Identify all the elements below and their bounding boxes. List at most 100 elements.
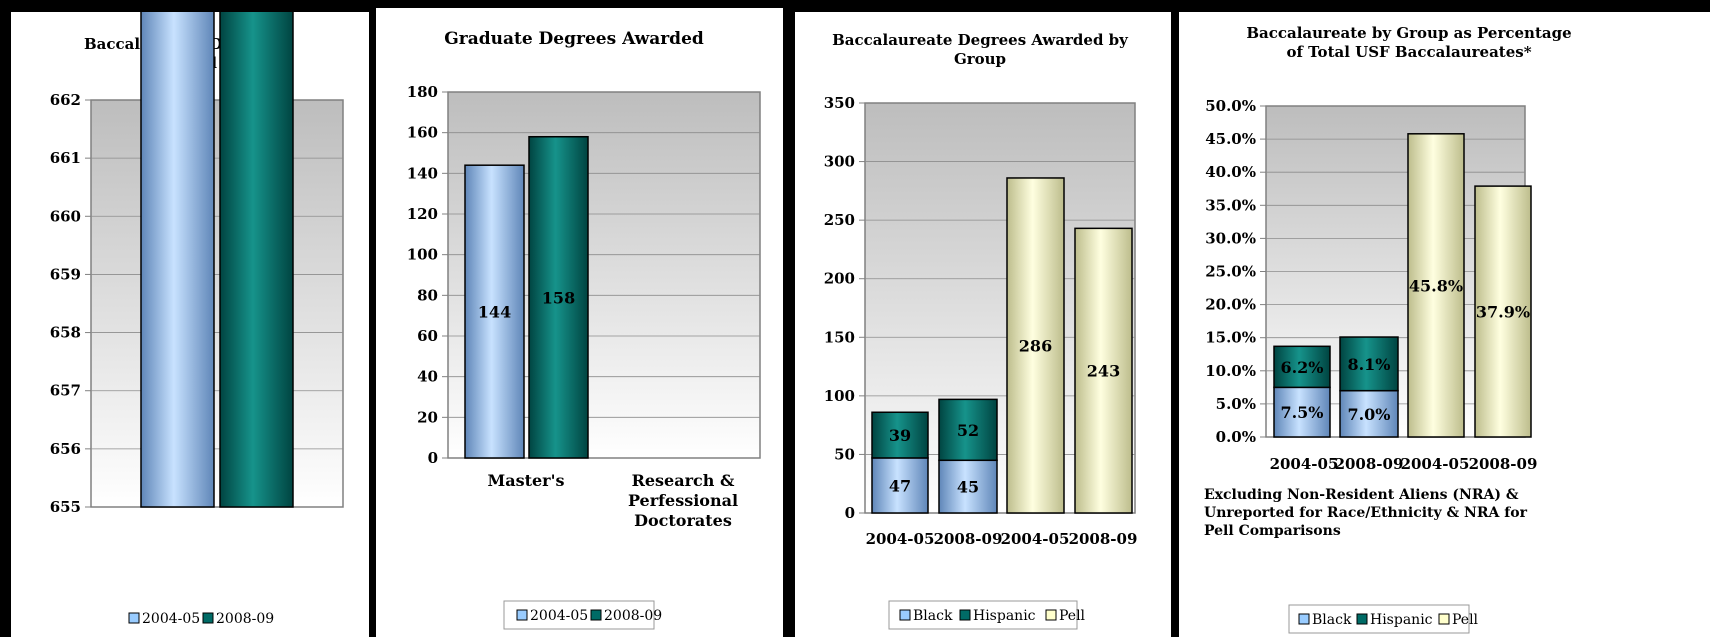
y-tick-label: 20.0% (1205, 296, 1256, 314)
y-tick-label: 661 (50, 149, 81, 167)
y-tick-label: 0.0% (1216, 428, 1256, 446)
y-tick-label: 15.0% (1205, 329, 1256, 347)
chart-title-line: Graduate Degrees Awarded (444, 29, 704, 49)
legend-label: 2004-05 (530, 608, 588, 624)
y-tick-label: 40 (417, 368, 438, 386)
y-tick-label: 660 (50, 207, 81, 225)
data-label: 158 (542, 288, 575, 307)
data-label: 8.1% (1347, 355, 1390, 374)
x-tick-label: 2004-05 (1270, 455, 1339, 473)
y-tick-label: 0 (845, 504, 855, 522)
chart-note-line: Pell Comparisons (1204, 523, 1341, 539)
x-tick-label: 2008-09 (1469, 455, 1538, 473)
y-tick-label: 140 (407, 164, 438, 182)
y-tick-label: 250 (824, 211, 855, 229)
chart-title-line: Group (954, 50, 1006, 68)
legend-swatch (1356, 613, 1368, 625)
y-tick-label: 655 (50, 498, 81, 516)
y-tick-label: 30.0% (1205, 229, 1256, 247)
x-tick-label: 2004-05 (1001, 530, 1070, 548)
bar-black (871, 457, 929, 514)
legend-swatch (1045, 609, 1057, 621)
x-tick-label: 2004-05 (866, 530, 935, 548)
x-tick-label: 2004-05 (1401, 455, 1470, 473)
panel-percentage: Baccalaureate by Group as Percentage of T… (1179, 12, 1710, 637)
bar-pell (1407, 133, 1465, 438)
y-tick-label: 180 (407, 83, 438, 101)
bar-2004-05 (464, 164, 525, 459)
x-tick-label: Master's (488, 471, 565, 490)
data-label: 45 (957, 478, 979, 497)
y-tick-label: 25.0% (1205, 263, 1256, 281)
chart-note-line: Unreported for Race/Ethnicity & NRA for (1204, 505, 1528, 521)
data-label: 286 (1019, 336, 1052, 355)
x-tick-label: 2008-09 (1069, 530, 1138, 548)
legend-label: 2008-09 (216, 611, 274, 627)
legend-swatch (959, 609, 971, 621)
bar-hispanic (938, 398, 998, 462)
bar-hispanic (871, 411, 929, 459)
y-tick-label: 100 (407, 246, 438, 264)
x-tick-label: 2008-09 (1335, 455, 1404, 473)
y-tick-label: 35.0% (1205, 196, 1256, 214)
chart-title-line: of Total USF Baccalaureates* (1286, 43, 1531, 61)
y-tick-label: 45.0% (1205, 130, 1256, 148)
y-tick-label: 0 (428, 449, 438, 467)
data-label: 7.0% (1347, 405, 1390, 424)
legend-swatch (1438, 613, 1450, 625)
y-tick-label: 40.0% (1205, 163, 1256, 181)
data-label: 7.5% (1280, 403, 1323, 422)
y-tick-label: 60 (417, 327, 438, 345)
chart-graduate: Graduate Degrees Awarded 180 160 140 120 100 8… (407, 29, 761, 630)
bar-pell (1006, 177, 1065, 514)
y-tick-label: 50.0% (1205, 97, 1256, 115)
legend-label: Black (913, 608, 953, 624)
legend-label: Pell (1452, 612, 1479, 628)
y-tick-label: 150 (824, 328, 855, 346)
legend-swatch (128, 612, 140, 624)
legend-label: Black (1312, 612, 1352, 628)
y-tick-label: 658 (50, 324, 81, 342)
y-tick-label: 657 (50, 382, 81, 400)
legend-label: Pell (1059, 608, 1086, 624)
y-tick-label: 300 (824, 153, 855, 171)
chart-note-line: Excluding Non-Resident Aliens (NRA) & (1204, 487, 1519, 503)
y-tick-label: 50 (834, 445, 855, 463)
x-tick-label: Research & (632, 471, 735, 490)
plot-area (90, 99, 344, 508)
y-tick-label: 200 (824, 270, 855, 288)
y-tick-label: 80 (417, 286, 438, 304)
chart-title-line: Baccalaureate Degrees Awarded by (832, 31, 1129, 49)
x-tick-label: 2008-09 (934, 530, 1003, 548)
legend-swatch (1298, 613, 1310, 625)
legend-label: 2008-09 (604, 608, 662, 624)
data-label: 243 (1087, 362, 1120, 381)
legend-swatch (590, 609, 602, 621)
panel-baccalaureate: Baccalaureate DegreesAwarded662661660659… (11, 12, 369, 637)
legend-swatch (202, 612, 214, 624)
panel-by-group: Baccalaureate Degrees Awarded by Group 350… (795, 12, 1171, 637)
bar-hispanic (1273, 345, 1331, 389)
bar-2008-09 (219, 12, 294, 508)
panel-graduate: Graduate Degrees Awarded 180 160 140 120 100 8… (376, 8, 783, 637)
x-tick-label: Doctorates (634, 511, 732, 530)
x-tick-label: Perfessional (628, 491, 738, 510)
bar-pell (1474, 185, 1532, 438)
legend-swatch (516, 609, 528, 621)
y-tick-label: 20 (417, 408, 438, 426)
y-tick-label: 662 (50, 91, 81, 109)
legend-label: 2004-05 (142, 611, 200, 627)
legend-label: Hispanic (973, 608, 1036, 624)
bar-black (1339, 389, 1399, 438)
y-tick-label: 160 (407, 124, 438, 142)
y-tick-label: 656 (50, 440, 81, 458)
data-label: 52 (957, 421, 979, 440)
chart-title-line: Baccalaureate by Group as Percentage (1246, 24, 1571, 42)
data-label: 6.2% (1280, 358, 1323, 377)
bar-pell (1074, 227, 1133, 514)
data-label: 47 (889, 476, 911, 495)
chart-baccalaureate: Baccalaureate DegreesAwarded662661660659… (50, 12, 344, 627)
bar-2004-05 (140, 12, 215, 508)
